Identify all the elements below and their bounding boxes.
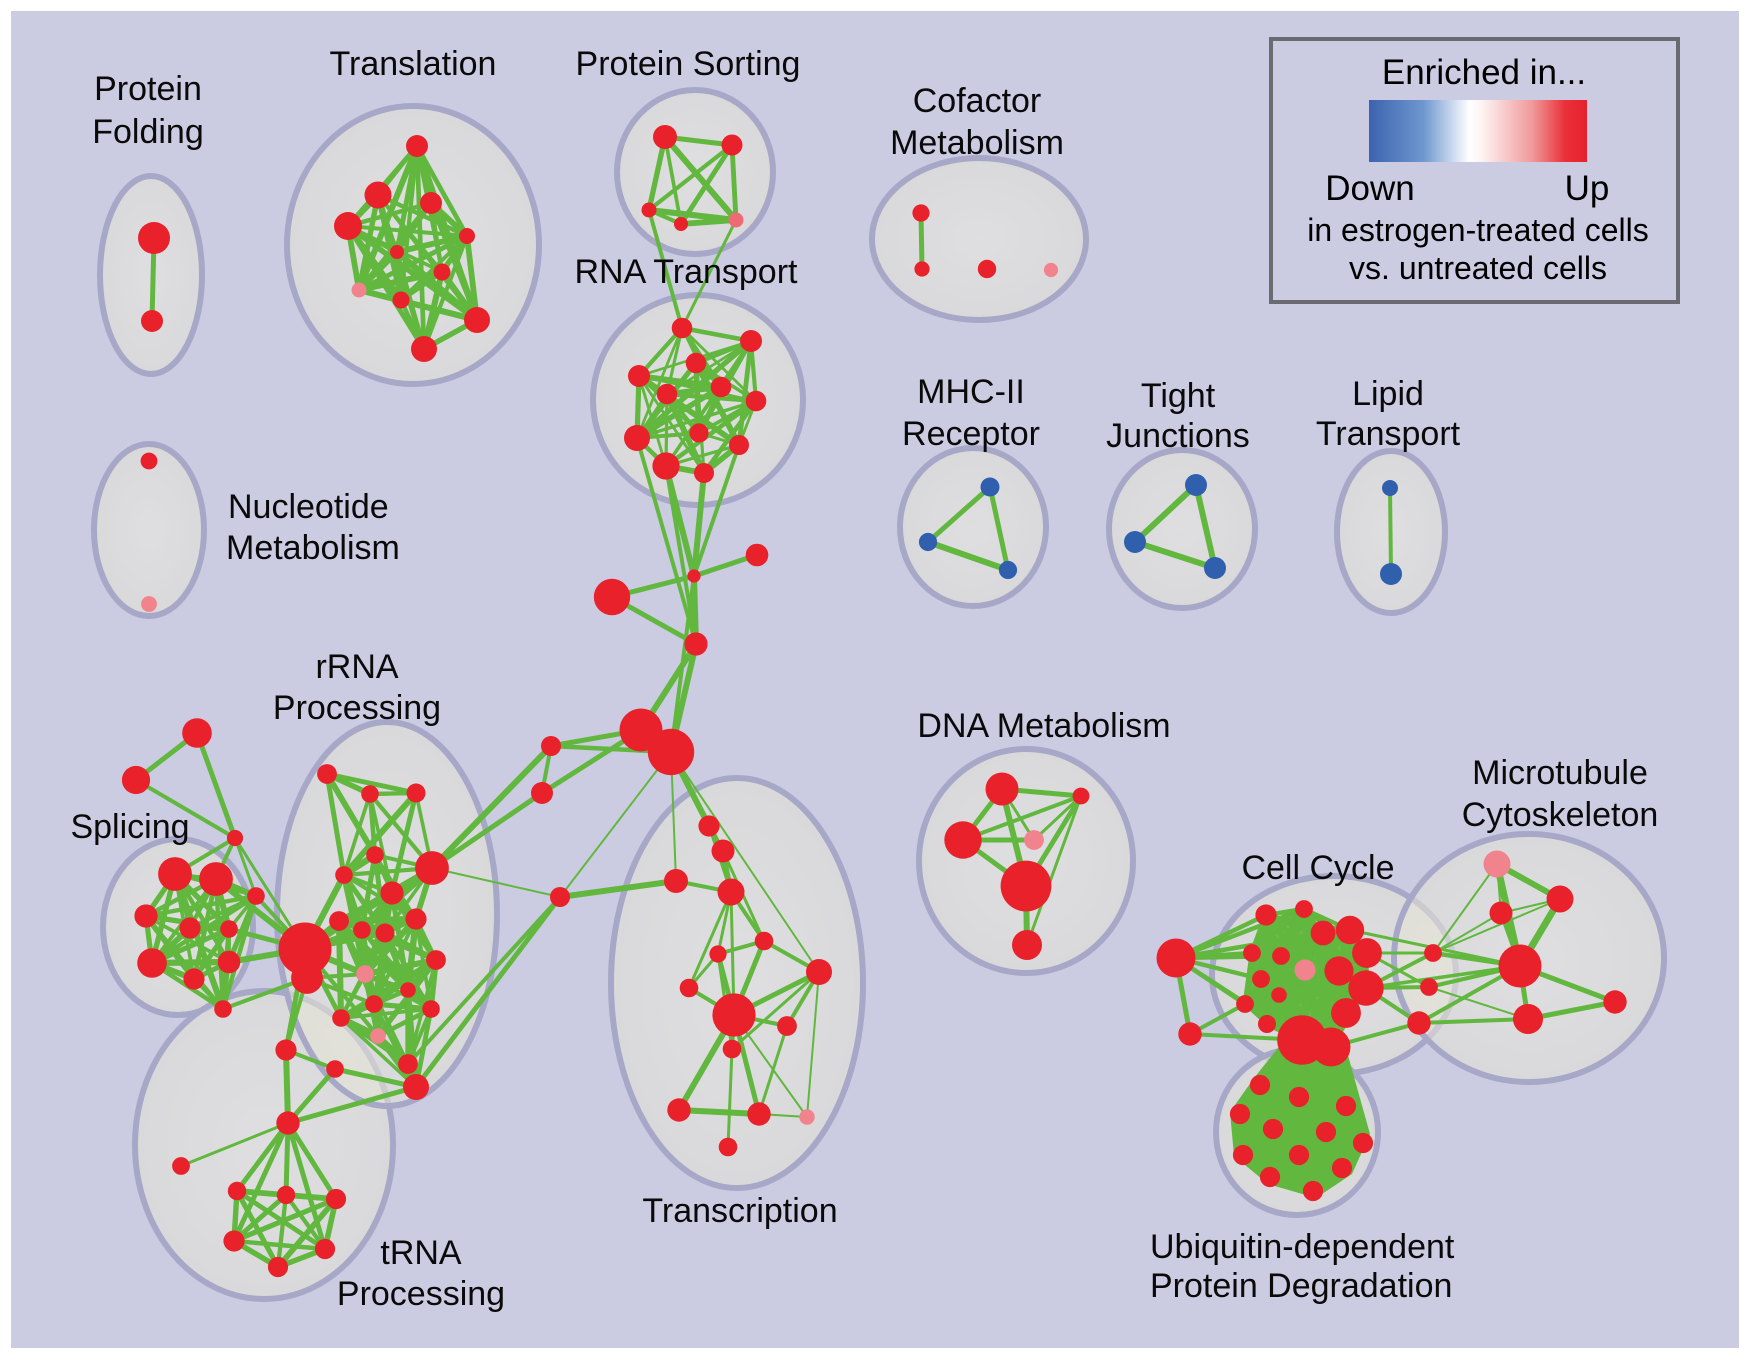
svg-text:Metabolism: Metabolism (890, 124, 1064, 162)
svg-text:Transcription: Transcription (642, 1192, 837, 1230)
svg-text:MHC-II: MHC-II (917, 373, 1025, 411)
svg-text:rRNA: rRNA (315, 648, 398, 686)
svg-text:Cytoskeleton: Cytoskeleton (1462, 796, 1659, 834)
svg-text:Processing: Processing (337, 1275, 505, 1313)
svg-text:Transport: Transport (1316, 415, 1461, 453)
svg-text:Folding: Folding (92, 113, 204, 151)
svg-text:Protein: Protein (94, 70, 202, 108)
svg-text:Splicing: Splicing (70, 808, 189, 846)
svg-text:tRNA: tRNA (380, 1234, 462, 1272)
svg-text:Enriched in...: Enriched in... (1382, 53, 1586, 92)
svg-text:Nucleotide: Nucleotide (228, 488, 389, 526)
svg-text:Protein Sorting: Protein Sorting (576, 45, 801, 83)
svg-text:Protein Degradation: Protein Degradation (1150, 1267, 1452, 1305)
svg-text:Microtubule: Microtubule (1472, 754, 1648, 792)
svg-text:Junctions: Junctions (1106, 417, 1250, 455)
svg-text:Up: Up (1565, 169, 1610, 208)
svg-text:Translation: Translation (330, 45, 497, 83)
svg-text:Ubiquitin-dependent: Ubiquitin-dependent (1150, 1228, 1455, 1266)
svg-text:DNA Metabolism: DNA Metabolism (917, 707, 1170, 745)
svg-text:in estrogen-treated cells: in estrogen-treated cells (1307, 212, 1649, 248)
svg-text:Tight: Tight (1141, 377, 1216, 415)
svg-text:vs. untreated cells: vs. untreated cells (1349, 250, 1607, 286)
svg-text:Processing: Processing (273, 689, 441, 727)
svg-text:RNA Transport: RNA Transport (575, 253, 799, 291)
svg-text:Metabolism: Metabolism (226, 529, 400, 567)
svg-text:Receptor: Receptor (902, 415, 1040, 453)
svg-text:Cell Cycle: Cell Cycle (1241, 849, 1394, 887)
svg-text:Cofactor: Cofactor (913, 82, 1042, 120)
svg-text:Down: Down (1325, 169, 1414, 208)
svg-text:Lipid: Lipid (1352, 375, 1424, 413)
